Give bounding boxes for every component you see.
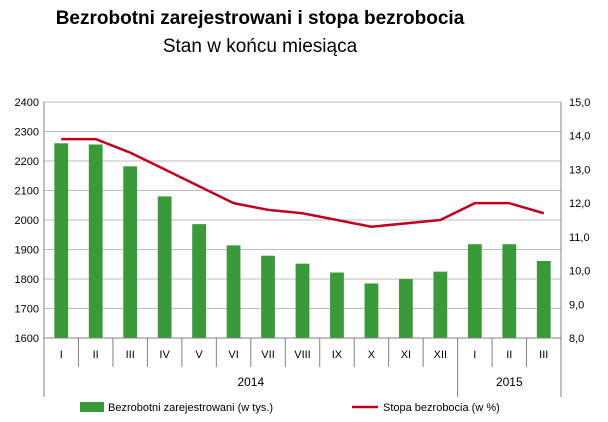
bar <box>192 224 206 338</box>
category-label: I <box>473 349 476 361</box>
left-axis-tick-label: 1600 <box>15 333 39 345</box>
legend-bar-swatch <box>80 402 104 412</box>
category-label: III <box>539 349 548 361</box>
category-label: XI <box>401 349 411 361</box>
bar <box>433 271 448 338</box>
left-axis-tick-label: 2000 <box>15 215 39 227</box>
right-axis-tick-label: 12,0 <box>569 198 590 210</box>
bar <box>157 196 172 338</box>
axes: 1600 1700 1800 1900 2000 2100 2200 2300 2400 8,0 9… <box>15 97 590 397</box>
category-label: VIII <box>294 349 311 361</box>
chart-title: Bezrobotni zarejestrowani i stopa bezrob… <box>55 8 465 29</box>
right-axis-tick-label: 15,0 <box>569 97 590 109</box>
right-axis-tick-label: 14,0 <box>569 131 590 143</box>
left-axis-tick-label: 2300 <box>15 127 39 139</box>
left-axis-tick-label: 1900 <box>15 245 39 257</box>
category-label: VI <box>228 349 238 361</box>
bar <box>54 143 69 338</box>
category-label: IX <box>332 349 343 361</box>
bar <box>123 166 138 338</box>
left-axis-tick-label: 2200 <box>15 156 39 168</box>
year-label: 2014 <box>237 375 264 389</box>
left-axis-tick-label: 1700 <box>15 304 39 316</box>
left-axis-tick-label: 2400 <box>15 97 39 109</box>
category-label: II <box>93 349 99 361</box>
right-axis-tick-label: 9,0 <box>569 299 584 311</box>
left-axis-tick-label: 2100 <box>15 186 39 198</box>
bar <box>261 255 275 338</box>
bar-series <box>54 143 551 338</box>
bar <box>226 245 241 338</box>
category-label: I <box>60 349 63 361</box>
bar <box>295 263 310 338</box>
legend: Bezrobotni zarejestrowani (w tys.) Stopa … <box>80 402 500 414</box>
legend-bar-label: Bezrobotni zarejestrowani (w tys.) <box>108 402 273 414</box>
legend-line-label: Stopa bezrobocia (w %) <box>383 402 500 414</box>
category-label: IV <box>159 349 170 361</box>
bar <box>467 244 482 338</box>
category-label: XII <box>434 349 447 361</box>
category-label: III <box>126 349 135 361</box>
right-axis-tick-label: 10,0 <box>569 266 590 278</box>
right-axis-tick-label: 8,0 <box>569 333 584 345</box>
category-label: X <box>368 349 376 361</box>
year-label: 2015 <box>496 375 523 389</box>
left-axis-tick-label: 1800 <box>15 274 39 286</box>
chart-subtitle: Stan w końcu miesiąca <box>162 36 358 57</box>
unemployment-rate-line <box>61 137 545 228</box>
bar <box>88 144 103 338</box>
bar <box>364 283 379 338</box>
bar <box>399 279 413 338</box>
right-axis-tick-label: 13,0 <box>569 164 590 176</box>
category-label: V <box>195 349 203 361</box>
category-label: VII <box>261 349 274 361</box>
bar <box>502 244 517 338</box>
category-label: II <box>506 349 512 361</box>
right-axis-tick-label: 11,0 <box>569 232 590 244</box>
line-series <box>61 137 545 228</box>
bar <box>330 272 344 338</box>
bar <box>536 261 551 338</box>
